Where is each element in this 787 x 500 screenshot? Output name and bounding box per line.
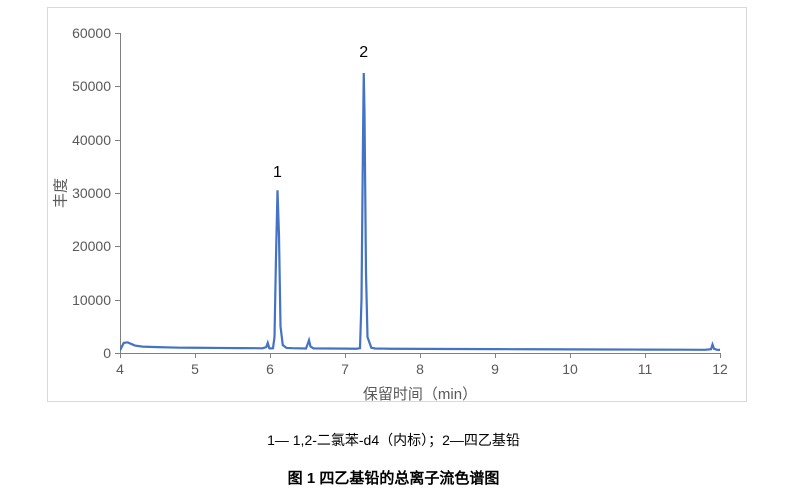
- x-tick-label: 10: [550, 361, 590, 377]
- x-tick: [720, 353, 721, 358]
- x-tick: [120, 353, 121, 358]
- y-tick-label: 0: [51, 345, 111, 361]
- plot-area: 0100002000030000400005000060000 45678910…: [120, 33, 720, 353]
- chart-frame: 0100002000030000400005000060000 45678910…: [47, 7, 747, 402]
- y-axis-title: 丰度: [50, 178, 71, 208]
- y-tick-label: 10000: [51, 292, 111, 308]
- x-tick-label: 4: [100, 361, 140, 377]
- legend-text: 1— 1,2-二氯苯-d4（内标）；2—四乙基铅: [267, 430, 520, 450]
- figure-title: 图 1 四乙基铅的总离子流色谱图: [288, 467, 500, 488]
- x-tick-label: 12: [700, 361, 740, 377]
- y-tick-label: 40000: [51, 132, 111, 148]
- peak-label: 1: [273, 164, 282, 182]
- x-axis-title: 保留时间（min）: [363, 383, 477, 404]
- x-tick: [420, 353, 421, 358]
- y-tick-label: 60000: [51, 25, 111, 41]
- x-tick-label: 6: [250, 361, 290, 377]
- x-tick: [570, 353, 571, 358]
- x-tick-label: 11: [625, 361, 665, 377]
- x-tick: [270, 353, 271, 358]
- x-tick: [645, 353, 646, 358]
- x-tick: [495, 353, 496, 358]
- x-tick-label: 5: [175, 361, 215, 377]
- x-tick-label: 8: [400, 361, 440, 377]
- peak-label: 2: [359, 44, 368, 62]
- x-tick-label: 9: [475, 361, 515, 377]
- y-tick-label: 20000: [51, 238, 111, 254]
- chromatogram-line: [120, 33, 720, 353]
- x-tick: [345, 353, 346, 358]
- x-tick: [195, 353, 196, 358]
- y-tick-label: 50000: [51, 78, 111, 94]
- x-tick-label: 7: [325, 361, 365, 377]
